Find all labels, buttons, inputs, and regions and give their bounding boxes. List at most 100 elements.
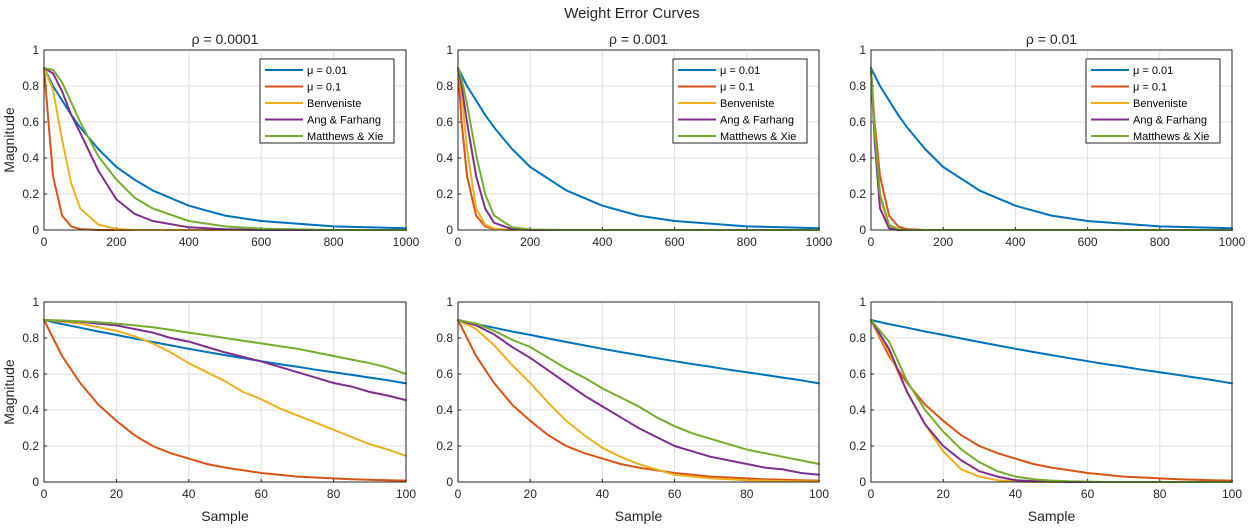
y-tick-label: 0.2 (436, 439, 453, 453)
x-tick-label: 200 (520, 235, 540, 249)
x-tick-label: 20 (937, 487, 951, 501)
x-tick-label: 40 (596, 487, 610, 501)
y-tick-label: 0.2 (436, 187, 453, 201)
legend-box (672, 58, 808, 144)
subplot-2: 0 200 400 600 800 1000 0 0.2 0.4 0.6 0.8 1 ρ = 0.001… (436, 31, 832, 249)
series-line-1 (457, 319, 820, 385)
x-tick-label: 400 (179, 235, 199, 249)
y-tick-label: 0 (32, 475, 39, 489)
axes-frame (457, 301, 820, 483)
y-tick-label: 0.4 (22, 403, 39, 417)
plot-area (44, 302, 406, 482)
y-tick-label: 0 (859, 475, 866, 489)
y-tick-label: 0 (859, 223, 866, 237)
x-tick-label: 0 (41, 235, 48, 249)
legend: μ = 0.01 μ = 0.1 Benveniste Ang & Farhang Ma… (672, 58, 808, 144)
legend-entry: μ = 0.1 (1133, 82, 1167, 94)
legend-entry: Matthews & Xie (720, 131, 796, 143)
axes-frame (457, 49, 820, 231)
series-line-3 (43, 319, 407, 457)
x-tick-label: 40 (1009, 487, 1023, 501)
y-tick-label: 0 (446, 223, 453, 237)
subplot-1: 0 200 400 600 800 1000 0 0.2 0.4 0.6 0.8 1 ρ = 0.000… (1, 31, 420, 249)
subplot-title: ρ = 0.0001 (192, 31, 259, 47)
y-tick-label: 0.8 (22, 331, 39, 345)
legend-box (1085, 58, 1221, 144)
y-tick-label: 0 (32, 223, 39, 237)
x-tick-label: 800 (1150, 235, 1170, 249)
x-tick-label: 20 (110, 487, 124, 501)
y-tick-label: 0.6 (849, 115, 866, 129)
series-line-1 (43, 319, 407, 385)
legend-entry: Benveniste (307, 98, 361, 110)
x-tick-label: 200 (106, 235, 126, 249)
x-tick-label: 100 (809, 487, 829, 501)
x-tick-label: 400 (592, 235, 612, 249)
y-tick-label: 1 (446, 295, 453, 309)
x-axis-label: Sample (615, 508, 663, 524)
subplot-4: 0 20 40 60 80 100 0 0.2 0.4 0.6 0.8 1 Sample Magnitud… (1, 295, 416, 524)
x-tick-label: 800 (324, 235, 344, 249)
series-line-1 (870, 67, 1233, 230)
y-tick-label: 0.6 (436, 115, 453, 129)
y-tick-label: 0.6 (22, 115, 39, 129)
y-tick-label: 0.2 (849, 439, 866, 453)
x-tick-label: 20 (524, 487, 538, 501)
subplot-title: ρ = 0.001 (609, 31, 668, 47)
series-line-1 (43, 67, 407, 230)
x-tick-label: 60 (668, 487, 682, 501)
x-tick-label: 80 (1153, 487, 1167, 501)
x-tick-label: 60 (1081, 487, 1095, 501)
x-axis-label: Sample (201, 508, 249, 524)
y-tick-label: 0.8 (22, 79, 39, 93)
plot-area (458, 302, 819, 482)
legend-entry: Ang & Farhang (307, 115, 381, 127)
x-tick-label: 60 (255, 487, 269, 501)
x-tick-label: 800 (737, 235, 757, 249)
legend-entry: μ = 0.01 (720, 65, 760, 77)
x-tick-label: 600 (251, 235, 271, 249)
x-tick-label: 200 (933, 235, 953, 249)
legend: μ = 0.01 μ = 0.1 Benveniste Ang & Farhang Ma… (1085, 58, 1221, 144)
legend-entry: μ = 0.1 (720, 82, 754, 94)
axes-frame (43, 49, 407, 231)
x-tick-label: 1000 (1219, 235, 1246, 249)
axes-frame (870, 301, 1233, 483)
legend-entry: μ = 0.1 (307, 82, 341, 94)
x-tick-label: 0 (455, 235, 462, 249)
legend-entry: Ang & Farhang (1133, 115, 1207, 127)
y-tick-label: 0.6 (849, 367, 866, 381)
legend-entry: Matthews & Xie (1133, 131, 1209, 143)
y-tick-label: 0.6 (22, 367, 39, 381)
x-tick-label: 100 (396, 487, 416, 501)
x-tick-label: 80 (740, 487, 754, 501)
plot-area (871, 302, 1232, 482)
legend-entry: μ = 0.01 (307, 65, 347, 77)
series-line-4 (43, 319, 407, 402)
series-line-1 (870, 319, 1233, 385)
subplot-5: 0 20 40 60 80 100 0 0.2 0.4 0.6 0.8 1 Sample (436, 295, 829, 524)
x-tick-label: 600 (665, 235, 685, 249)
x-tick-label: 1000 (393, 235, 420, 249)
legend-box (259, 58, 395, 144)
series-line-4 (457, 319, 820, 476)
series-line-5 (43, 319, 407, 375)
y-tick-label: 0.8 (849, 79, 866, 93)
y-axis-label: Magnitude (1, 107, 17, 173)
series-line-3 (457, 319, 820, 483)
y-tick-label: 0 (446, 475, 453, 489)
legend: μ = 0.01 μ = 0.1 Benveniste Ang & Farhang Ma… (259, 58, 395, 144)
subplot-title: ρ = 0.01 (1026, 31, 1077, 47)
series-line-5 (43, 67, 407, 231)
x-tick-label: 400 (1005, 235, 1025, 249)
x-tick-label: 0 (41, 487, 48, 501)
y-tick-label: 0.6 (436, 367, 453, 381)
y-tick-label: 0.4 (849, 151, 866, 165)
figure-title: Weight Error Curves (564, 5, 700, 22)
y-tick-label: 0.2 (22, 187, 39, 201)
y-axis-label: Magnitude (1, 359, 17, 425)
series-line-2 (457, 319, 820, 482)
x-axis-label: Sample (1028, 508, 1076, 524)
y-tick-label: 1 (859, 295, 866, 309)
